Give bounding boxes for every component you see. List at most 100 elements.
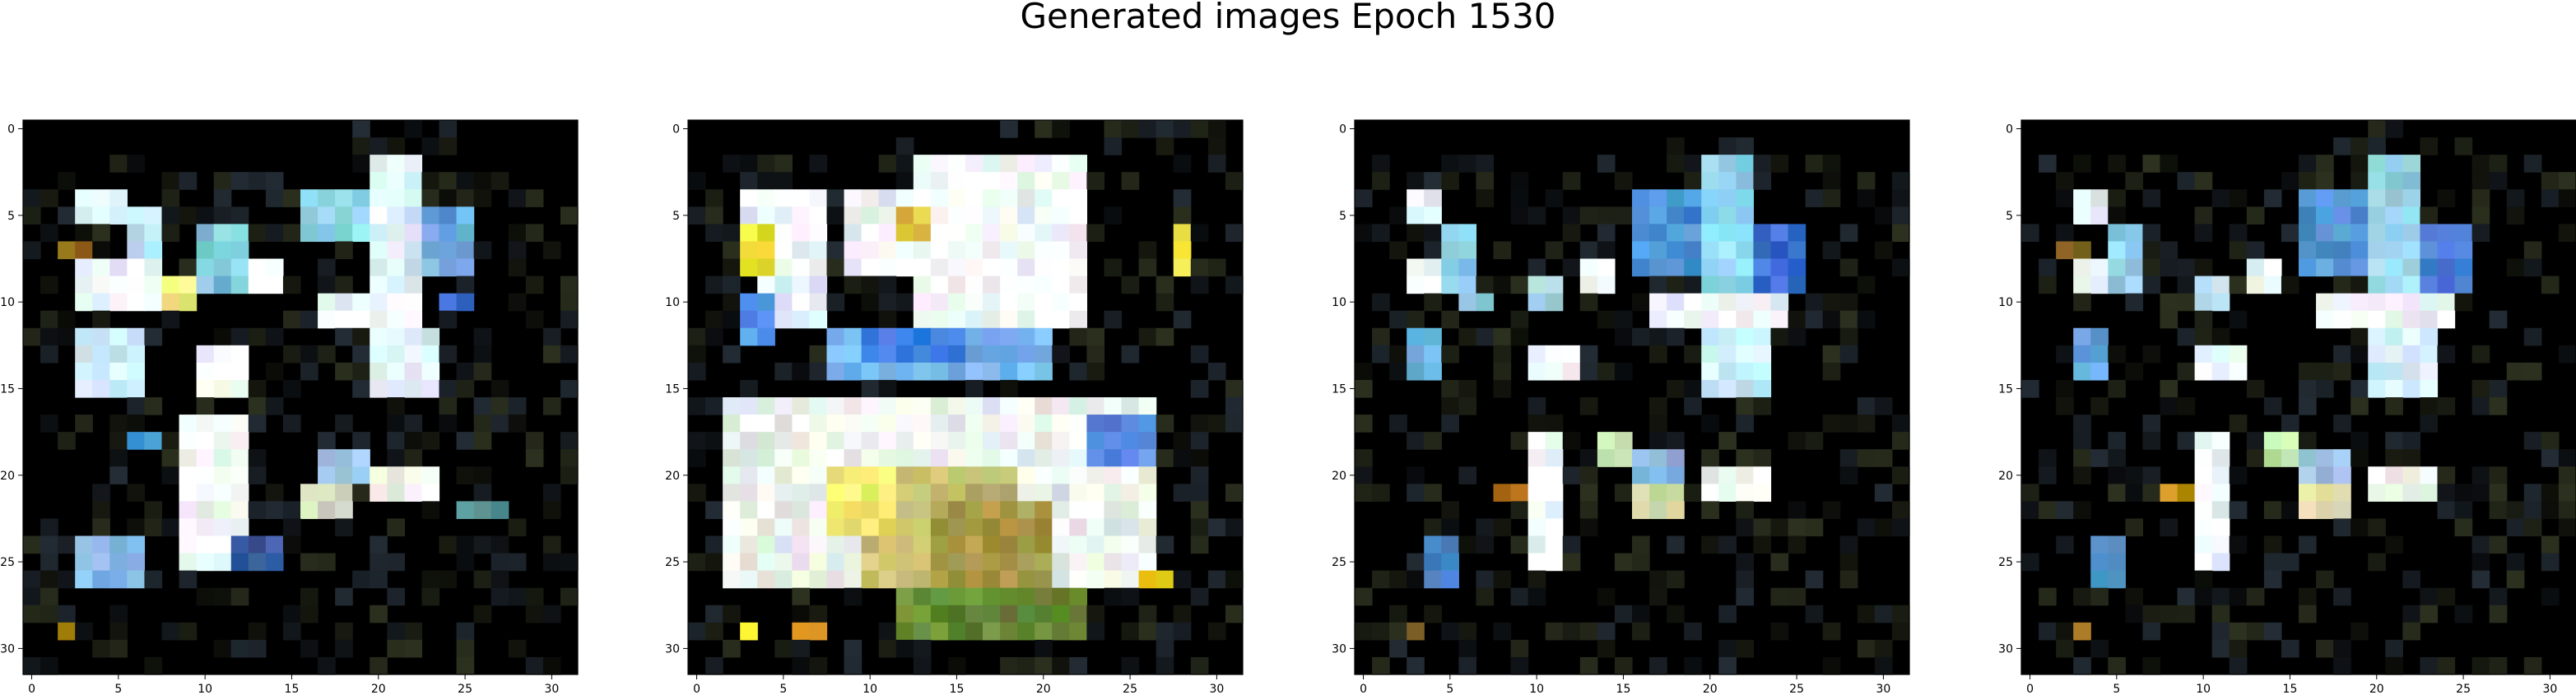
image-pixel xyxy=(983,310,1001,329)
image-pixel xyxy=(2316,258,2334,277)
image-pixel xyxy=(1476,327,1495,346)
image-pixel xyxy=(1718,189,1737,207)
image-pixel xyxy=(1649,345,1667,364)
image-pixel xyxy=(1052,484,1070,502)
image-pixel xyxy=(2073,362,2091,381)
image-pixel xyxy=(421,484,440,502)
image-pixel xyxy=(1069,466,1088,484)
image-pixel xyxy=(230,379,249,398)
image-pixel xyxy=(1718,466,1737,484)
image-pixel xyxy=(265,224,284,243)
image-pixel xyxy=(248,466,267,484)
image-pixel xyxy=(2350,189,2369,207)
image-pixel xyxy=(1441,172,1459,190)
image-pixel xyxy=(2316,639,2334,658)
image-pixel xyxy=(2368,155,2386,173)
image-pixel xyxy=(809,397,828,415)
image-pixel xyxy=(844,362,863,381)
image-pixel xyxy=(705,605,723,623)
image-pixel xyxy=(2125,362,2144,381)
image-pixel xyxy=(1493,241,1512,260)
image-pixel xyxy=(844,241,863,260)
image-pixel xyxy=(1104,310,1123,329)
image-pixel xyxy=(179,466,198,484)
image-pixel xyxy=(2558,501,2576,520)
image-pixel xyxy=(161,224,180,243)
image-pixel xyxy=(1701,535,1719,554)
image-pixel xyxy=(1510,206,1529,225)
image-pixel xyxy=(1389,570,1407,589)
image-pixel xyxy=(1121,587,1140,606)
image-pixel xyxy=(75,241,93,260)
image-pixel xyxy=(1527,466,1546,484)
image-pixel xyxy=(352,570,370,589)
image-pixel xyxy=(421,587,440,606)
image-pixel xyxy=(2350,241,2369,260)
image-pixel xyxy=(1441,397,1459,415)
image-pixel xyxy=(947,189,966,207)
image-pixel xyxy=(1069,362,1088,381)
image-pixel xyxy=(1597,639,1616,658)
image-pixel xyxy=(1035,656,1053,675)
image-pixel xyxy=(878,362,897,381)
image-pixel xyxy=(1052,432,1070,450)
image-pixel xyxy=(757,155,775,173)
image-pixel xyxy=(300,310,319,329)
image-pixel xyxy=(757,432,775,450)
image-pixel xyxy=(1121,276,1140,294)
image-pixel xyxy=(40,553,58,572)
image-pixel xyxy=(913,345,932,364)
image-pixel xyxy=(826,466,845,484)
image-pixel xyxy=(2246,276,2265,294)
y-tick-label: 30 xyxy=(1998,642,2013,656)
image-pixel xyxy=(2471,553,2490,572)
image-pixel xyxy=(1701,155,1719,173)
y-tick-label: 25 xyxy=(1332,556,1346,569)
image-pixel xyxy=(542,397,561,415)
image-pixel xyxy=(1190,535,1209,554)
image-pixel xyxy=(2402,345,2421,364)
image-pixel xyxy=(1355,379,1373,398)
image-pixel xyxy=(525,224,544,243)
image-pixel xyxy=(213,587,232,606)
axes-frame xyxy=(687,119,1244,675)
x-tick-label: 20 xyxy=(1703,683,1718,695)
image-pixel xyxy=(2350,172,2369,190)
image-pixel xyxy=(1527,449,1546,467)
image-pixel xyxy=(844,518,863,537)
image-pixel xyxy=(2021,224,2039,243)
image-pixel xyxy=(809,605,828,623)
image-pixel xyxy=(1857,518,1876,537)
image-pixel xyxy=(740,258,758,277)
image-pixel xyxy=(895,501,914,520)
image-pixel xyxy=(1649,189,1667,207)
image-pixel xyxy=(75,258,93,277)
image-pixel xyxy=(983,224,1001,243)
image-pixel xyxy=(1000,224,1018,243)
image-pixel xyxy=(1579,258,1598,277)
image-pixel xyxy=(2246,379,2265,398)
y-tick-label: 20 xyxy=(0,470,15,483)
image-pixel xyxy=(265,189,284,207)
image-pixel xyxy=(1857,397,1876,415)
image-pixel xyxy=(844,345,863,364)
image-pixel xyxy=(2523,362,2542,381)
image-pixel xyxy=(1424,432,1442,450)
image-pixel xyxy=(1649,327,1667,346)
image-pixel xyxy=(740,379,758,398)
x-tick-label: 5 xyxy=(1446,683,1453,695)
image-pixel xyxy=(1857,310,1876,329)
image-pixel xyxy=(387,345,405,364)
image-pixel xyxy=(2177,293,2196,312)
image-pixel xyxy=(2194,310,2213,329)
image-pixel xyxy=(1527,535,1546,554)
image-pixel xyxy=(404,276,423,294)
image-pixel xyxy=(1138,518,1157,537)
image-pixel xyxy=(2541,484,2560,502)
image-pixel xyxy=(1614,327,1633,346)
image-pixel xyxy=(878,415,897,433)
image-pixel xyxy=(2108,345,2126,364)
image-pixel xyxy=(525,189,544,207)
image-pixel xyxy=(1579,241,1598,260)
image-pixel xyxy=(878,327,897,346)
